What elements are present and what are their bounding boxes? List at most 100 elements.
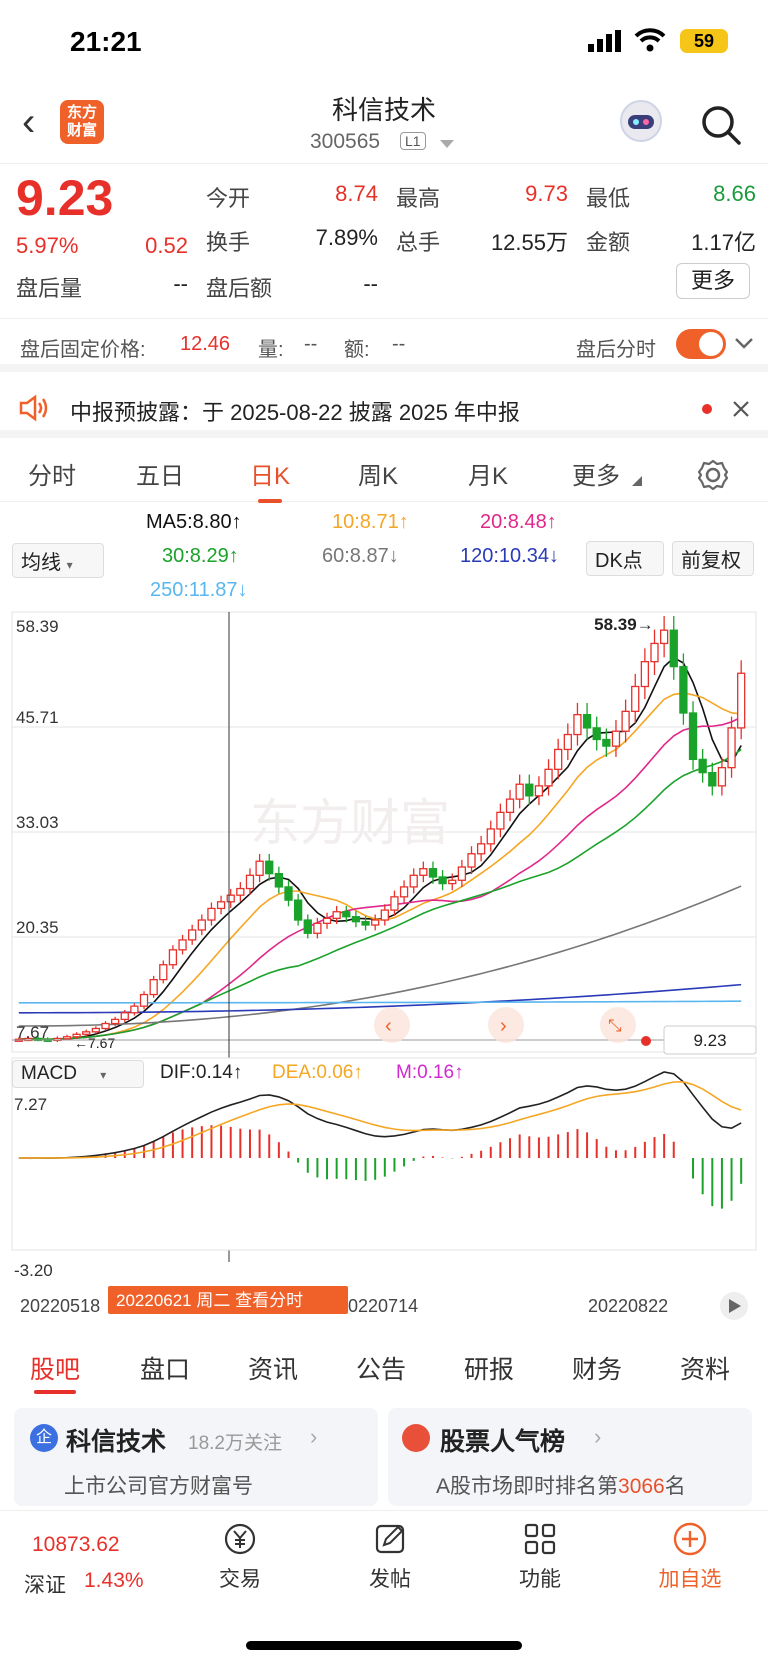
scroll-right-button[interactable] bbox=[488, 1007, 524, 1043]
current-price-label: 9.23 bbox=[693, 1031, 726, 1050]
after-vol-label: 量: bbox=[258, 339, 284, 361]
tab-timeshare[interactable]: 分时 bbox=[28, 463, 76, 490]
tab-research[interactable]: 研报 bbox=[464, 1356, 515, 1384]
candle-body bbox=[110, 1018, 120, 1025]
ma250-value: 250:11.87↓ bbox=[150, 579, 248, 601]
candle-body bbox=[226, 894, 235, 903]
macd-dea: DEA:0.06↑ bbox=[272, 1062, 363, 1083]
candle-body bbox=[82, 1031, 91, 1035]
function-button[interactable]: 功能 bbox=[490, 1521, 590, 1593]
macd-dea-line bbox=[18, 1081, 742, 1159]
index-percent: 1.43% bbox=[84, 1569, 144, 1592]
chevron-down-icon[interactable] bbox=[734, 337, 754, 351]
clock: 21:21 bbox=[70, 26, 142, 57]
ma-line bbox=[18, 885, 742, 1027]
ma20-value: 20:8.48↑ bbox=[480, 511, 557, 533]
candle-body bbox=[669, 629, 678, 668]
scroll-left-button[interactable] bbox=[374, 1007, 410, 1043]
index-value[interactable]: 10873.62 bbox=[32, 1533, 120, 1556]
search-icon[interactable] bbox=[700, 104, 742, 146]
dropdown-icon[interactable] bbox=[440, 140, 454, 150]
price-adjust-button[interactable]: 前复权 bbox=[672, 541, 754, 576]
tab-daily-k[interactable]: 日K bbox=[250, 456, 290, 503]
ma-line bbox=[18, 983, 742, 1014]
chart-watermark: 东方财富 bbox=[250, 794, 450, 852]
candle-body bbox=[737, 672, 746, 729]
trade-button[interactable]: 交易 bbox=[190, 1521, 290, 1593]
candle-body bbox=[159, 964, 168, 981]
open-value: 8.74 bbox=[335, 181, 378, 206]
after-volume-value: -- bbox=[173, 271, 188, 296]
post-button[interactable]: 发帖 bbox=[340, 1521, 440, 1593]
tab-weekly-k[interactable]: 周K bbox=[358, 463, 399, 490]
ma120-value: 120:10.34↓ bbox=[460, 545, 559, 567]
turnover-value: 7.89% bbox=[315, 225, 378, 250]
tab-profile[interactable]: 资料 bbox=[680, 1356, 731, 1384]
candle-body bbox=[274, 873, 284, 888]
stock-code[interactable]: 300565 bbox=[310, 130, 381, 153]
candle-body bbox=[62, 1036, 72, 1040]
gear-icon[interactable] bbox=[696, 458, 730, 492]
min-price-label: ←7.67 bbox=[74, 1035, 115, 1051]
volume-value: 12.55万 bbox=[490, 230, 568, 255]
candle-body bbox=[428, 868, 438, 878]
popularity-card[interactable]: 股票人气榜 › A股市场即时排名第3066名 bbox=[388, 1408, 752, 1506]
notice-bar[interactable]: 中报预披露：于 2025-08-22 披露 2025 年中报 bbox=[0, 380, 768, 438]
tab-finance[interactable]: 财务 bbox=[572, 1356, 623, 1384]
popularity-card-title: 股票人气榜 bbox=[440, 1428, 566, 1456]
tab-monthly-k[interactable]: 月K bbox=[468, 463, 509, 490]
after-amount-value: -- bbox=[363, 271, 378, 296]
candle-body bbox=[611, 730, 621, 747]
more-button[interactable]: 更多 bbox=[676, 263, 750, 299]
kline-chart[interactable]: 东方财富 58.39→ ←7.67 58.39 45.71 33.03 20.35 7.… bbox=[0, 610, 768, 1330]
kline-svg[interactable]: 东方财富 58.39→ ←7.67 58.39 45.71 33.03 20.35 7.… bbox=[0, 610, 768, 1330]
tab-more[interactable]: 更多 bbox=[572, 463, 620, 490]
volume-label: 总手 bbox=[396, 230, 441, 255]
tab-five-day[interactable]: 五日 bbox=[136, 463, 184, 490]
add-watchlist-button[interactable]: 加自选 bbox=[640, 1521, 740, 1593]
home-indicator[interactable] bbox=[246, 1641, 522, 1650]
candle-body bbox=[236, 887, 245, 896]
y-tick-label: 58.39 bbox=[16, 617, 59, 636]
candle-body bbox=[515, 783, 524, 800]
assistant-robot-icon[interactable] bbox=[620, 100, 662, 142]
tab-orderbook[interactable]: 盘口 bbox=[140, 1356, 191, 1384]
candle-body bbox=[188, 929, 197, 941]
macd-selector[interactable]: MACD ▾ bbox=[12, 1060, 144, 1088]
candle-body bbox=[91, 1027, 101, 1033]
candle-body bbox=[621, 710, 630, 732]
close-icon[interactable] bbox=[732, 400, 750, 418]
macd-m: M:0.16↑ bbox=[396, 1062, 464, 1083]
logo-text-1: 东方 bbox=[66, 104, 97, 121]
chevron-right-icon-2: › bbox=[594, 1424, 602, 1449]
tab-announcements[interactable]: 公告 bbox=[356, 1356, 407, 1384]
candle-body bbox=[554, 748, 563, 770]
candle-body bbox=[371, 919, 380, 926]
candle-body bbox=[216, 901, 226, 910]
candle-body bbox=[679, 665, 688, 714]
after-amount-label: 盘后额 bbox=[206, 276, 273, 301]
macd-selector-label: MACD bbox=[21, 1063, 77, 1084]
app-logo: 东方 财富 bbox=[60, 100, 104, 144]
amount-label: 金额 bbox=[586, 230, 631, 255]
back-icon[interactable]: ‹ bbox=[22, 100, 36, 144]
after-timeshare-toggle[interactable] bbox=[676, 329, 726, 359]
candle-body bbox=[457, 866, 467, 881]
tab-news[interactable]: 资讯 bbox=[248, 1356, 299, 1384]
company-card[interactable]: 企 科信技术 18.2万关注 › 上市公司官方财富号 bbox=[14, 1408, 378, 1506]
candle-body bbox=[361, 921, 370, 926]
tab-forum[interactable]: 股吧 bbox=[30, 1350, 80, 1394]
cursor-date-box[interactable] bbox=[108, 1286, 348, 1314]
dk-point-button[interactable]: DK点 bbox=[586, 541, 664, 576]
indicator-selector[interactable]: 均线 ▾ bbox=[12, 543, 104, 578]
unread-dot-icon bbox=[702, 404, 712, 414]
fullscreen-button[interactable] bbox=[600, 1007, 636, 1043]
ma5-value: MA5:8.80↑ bbox=[146, 511, 242, 533]
level-badge: L1 bbox=[400, 132, 426, 150]
index-name: 深证 bbox=[24, 1574, 66, 1597]
candle-body bbox=[130, 1005, 139, 1014]
candle-body bbox=[602, 738, 611, 747]
y-tick-label: 45.71 bbox=[16, 708, 59, 727]
info-tabs: 股吧 盘口 资讯 公告 研报 财务 资料 bbox=[0, 1334, 768, 1400]
ma-line bbox=[18, 748, 742, 1041]
